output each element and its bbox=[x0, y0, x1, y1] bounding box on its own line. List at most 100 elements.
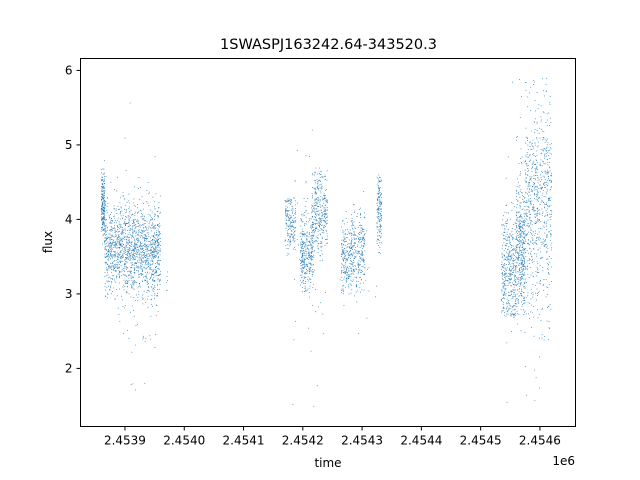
data-point bbox=[318, 247, 319, 249]
data-point bbox=[527, 156, 529, 158]
data-point bbox=[542, 285, 544, 286]
data-point bbox=[510, 311, 512, 313]
data-point bbox=[504, 222, 506, 224]
data-point bbox=[120, 260, 122, 262]
data-point bbox=[104, 243, 106, 245]
data-point bbox=[534, 142, 536, 144]
data-point bbox=[531, 233, 533, 234]
data-point bbox=[155, 266, 156, 268]
data-point bbox=[157, 245, 159, 247]
data-point bbox=[350, 248, 352, 249]
data-point bbox=[537, 220, 539, 222]
data-point bbox=[293, 221, 295, 223]
data-point bbox=[101, 190, 103, 192]
data-point bbox=[511, 256, 513, 258]
data-point bbox=[535, 217, 536, 218]
data-point bbox=[135, 344, 136, 346]
data-point bbox=[147, 232, 149, 234]
data-point bbox=[360, 253, 362, 255]
data-point bbox=[366, 230, 367, 232]
data-point bbox=[546, 250, 548, 252]
data-point bbox=[527, 295, 529, 297]
data-point bbox=[518, 221, 520, 223]
data-point bbox=[378, 192, 380, 194]
data-point bbox=[305, 281, 306, 282]
data-point bbox=[501, 264, 502, 266]
data-point bbox=[292, 197, 294, 199]
data-point bbox=[343, 252, 345, 254]
data-point bbox=[537, 213, 539, 214]
data-point bbox=[135, 232, 137, 234]
data-point bbox=[533, 187, 535, 189]
data-point bbox=[524, 282, 525, 284]
data-point bbox=[127, 235, 128, 237]
data-point bbox=[345, 218, 347, 219]
data-point bbox=[128, 200, 130, 202]
x-tick-label: 2.4541 bbox=[223, 434, 265, 448]
data-point bbox=[507, 303, 509, 305]
data-point bbox=[546, 159, 548, 161]
data-point bbox=[105, 201, 106, 202]
data-point bbox=[137, 270, 139, 272]
data-point bbox=[343, 293, 344, 295]
data-point bbox=[311, 236, 313, 238]
data-point bbox=[312, 234, 314, 236]
data-point bbox=[285, 223, 287, 225]
data-point bbox=[159, 279, 160, 281]
data-point bbox=[521, 255, 523, 256]
data-point bbox=[306, 251, 308, 253]
data-point bbox=[519, 196, 521, 198]
data-point bbox=[152, 196, 154, 198]
data-point bbox=[151, 224, 153, 226]
data-point bbox=[324, 179, 326, 180]
data-point bbox=[546, 185, 548, 187]
data-point bbox=[549, 189, 551, 191]
data-point bbox=[152, 278, 154, 280]
data-point bbox=[126, 267, 128, 269]
data-point bbox=[312, 241, 313, 243]
data-point bbox=[509, 305, 511, 307]
data-point bbox=[506, 223, 508, 225]
data-point bbox=[319, 221, 321, 223]
data-point bbox=[540, 283, 541, 285]
data-point bbox=[140, 268, 142, 270]
data-point bbox=[102, 203, 103, 205]
data-point bbox=[141, 251, 143, 252]
data-point bbox=[529, 179, 530, 181]
data-point bbox=[106, 209, 108, 211]
data-point bbox=[357, 253, 359, 255]
data-point bbox=[292, 240, 294, 241]
data-point bbox=[324, 220, 325, 221]
data-point bbox=[362, 254, 364, 256]
data-point bbox=[541, 194, 543, 196]
data-point bbox=[544, 216, 546, 217]
data-point bbox=[134, 242, 136, 244]
data-point bbox=[155, 250, 156, 252]
data-point bbox=[118, 247, 119, 249]
data-point bbox=[311, 193, 313, 195]
data-point bbox=[545, 139, 547, 141]
data-point bbox=[531, 260, 533, 261]
data-point bbox=[541, 241, 543, 243]
data-point bbox=[546, 243, 547, 245]
data-point bbox=[537, 211, 538, 213]
data-point bbox=[516, 313, 518, 315]
data-point bbox=[153, 248, 155, 249]
data-point bbox=[120, 251, 122, 253]
data-point bbox=[518, 313, 520, 315]
data-point bbox=[150, 230, 152, 232]
data-point bbox=[525, 161, 526, 162]
data-point bbox=[316, 239, 318, 241]
data-point bbox=[504, 225, 506, 227]
data-point bbox=[523, 273, 525, 275]
data-point bbox=[509, 250, 511, 252]
data-point bbox=[120, 211, 122, 212]
data-point bbox=[131, 280, 133, 282]
data-point bbox=[103, 186, 105, 188]
data-point bbox=[313, 405, 315, 407]
data-point bbox=[551, 247, 553, 249]
data-point bbox=[102, 209, 104, 211]
data-point bbox=[123, 263, 125, 265]
data-point bbox=[137, 252, 138, 253]
data-point bbox=[324, 195, 325, 197]
